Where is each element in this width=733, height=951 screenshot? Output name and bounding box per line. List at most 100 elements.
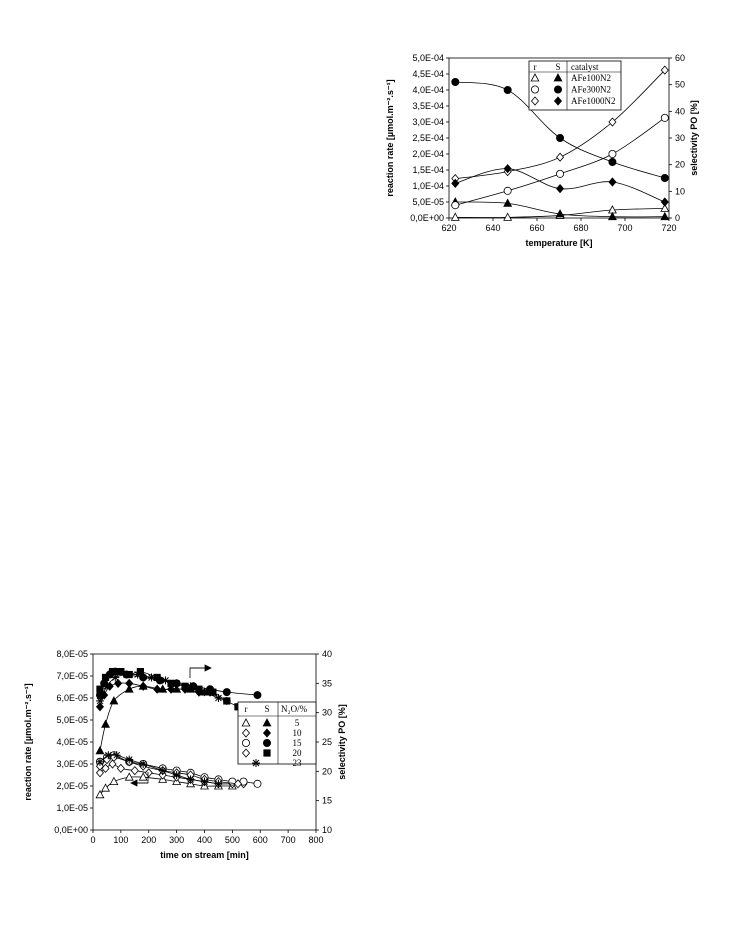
chart2-legend-marker <box>241 718 251 727</box>
chart2-y2-tick-label: 40 <box>322 649 332 659</box>
chart1-legend-marker <box>530 73 540 82</box>
chart2-x-tick-label: 300 <box>169 835 184 845</box>
chart2-data-point <box>101 673 110 682</box>
chart1-x-tick-label: 660 <box>529 223 544 233</box>
chart1-data-point <box>450 212 460 221</box>
chart1-y-tick-label: 5,0E-04 <box>412 53 444 63</box>
chart2-data-point <box>222 688 231 697</box>
chart2-data-point <box>130 765 139 776</box>
chart2-legend-marker <box>262 739 271 748</box>
chart2-data-point <box>253 691 262 700</box>
chart2-legend-header: S <box>264 704 269 714</box>
chart2-data-point <box>111 673 120 682</box>
chart1-legend-header: r <box>534 62 537 72</box>
chart2-data-point <box>167 684 176 694</box>
chart2-data-point <box>222 696 231 705</box>
chart1-data-point <box>607 211 617 221</box>
chart2-y-tick-label: 8,0E-05 <box>56 649 88 659</box>
chart2-legend-label: 20 <box>293 748 303 758</box>
chart1-y-tick-label: 4,0E-04 <box>412 85 444 95</box>
chart1-legend-label: AFe1000N2 <box>571 96 616 106</box>
chart2-data-point <box>158 766 167 775</box>
chart2-data-point <box>117 668 125 676</box>
chart2-data-point <box>101 719 111 728</box>
chart1-data-point <box>451 201 460 210</box>
chart1-x-tick-label: 700 <box>617 223 632 233</box>
chart2-legend-marker <box>263 749 271 757</box>
chart2-data-point <box>144 768 153 778</box>
chart1-y-tick-label: 5,0E-05 <box>412 197 444 207</box>
chart2-legend-header: N₂O/% <box>281 704 308 714</box>
chart2-legend-box <box>237 701 317 765</box>
chart2-data-point <box>124 772 134 781</box>
chart2-data-point <box>125 678 134 688</box>
chart2-data-point <box>109 776 119 785</box>
chart2-data-point <box>104 751 113 760</box>
chart2-y-tick-label: 7,0E-05 <box>56 671 88 681</box>
chart2-y2-axis-label: selectivity PO [%] <box>337 704 347 780</box>
chart2-data-point <box>95 696 104 705</box>
chart2-legend-marker <box>252 759 260 767</box>
chart2-y-tick-label: 4,0E-05 <box>56 737 88 747</box>
chart2-y2-tick-label: 25 <box>322 737 332 747</box>
chart2-data-point <box>122 670 131 679</box>
chart2-y2-tick-label: 15 <box>322 796 332 806</box>
chart2-data-point <box>200 688 209 697</box>
chart2-data-point <box>186 775 195 784</box>
chart2-x-tick-label: 0 <box>90 835 95 845</box>
chart2-legend-label: 15 <box>293 738 303 748</box>
chart2-legend-marker <box>241 739 250 748</box>
chart2-data-point <box>253 779 262 788</box>
chart2-y2-tick-label: 10 <box>322 825 332 835</box>
chart1-y2-tick-label: 50 <box>675 80 685 90</box>
chart2-legend-label: 23 <box>293 758 303 768</box>
chart2-legend-marker <box>241 728 251 738</box>
chart2-data-point <box>147 673 156 682</box>
chart1-data-point <box>556 133 565 142</box>
chart1-data-point <box>660 65 669 75</box>
chart1-legend-label: AFe100N2 <box>571 73 611 83</box>
chart1-y-axis-label: reaction rate [µmol.m⁻².s⁻¹] <box>385 79 395 196</box>
chart1-data-point <box>503 198 513 207</box>
chart2-y-tick-label: 6,0E-05 <box>56 693 88 703</box>
chart2-y-axis-label: reaction rate [µmol.m⁻².s⁻¹] <box>23 683 33 800</box>
chart2-rate-axis-arrow-head <box>130 779 148 787</box>
chart2-data-point <box>95 789 105 799</box>
chart1-y2-tick-label: 0 <box>675 213 680 223</box>
chart2-data-point <box>195 685 203 693</box>
chart2-data-point <box>139 760 148 768</box>
chart1-x-axis-label: temperature [K] <box>525 238 592 248</box>
chart2-data-point <box>95 768 105 778</box>
chart2-data-point <box>124 684 134 693</box>
chart2-data-point <box>109 696 119 705</box>
chart2-data-point <box>161 676 170 685</box>
chart2-x-tick-label: 500 <box>225 835 240 845</box>
chart1-legend-header: S <box>555 62 560 72</box>
chart1-y-tick-label: 1,0E-04 <box>412 181 444 191</box>
chart1-data-point <box>503 164 512 174</box>
chart1-x-tick-label: 720 <box>661 223 676 233</box>
chart1-data-point <box>608 117 617 127</box>
chart1-data-point <box>660 197 669 207</box>
chart1-data-point <box>556 184 565 194</box>
chart1-y2-tick-label: 10 <box>675 186 685 196</box>
chart1-data-point <box>556 152 565 162</box>
chart1-y2-tick-label: 40 <box>675 106 685 116</box>
chart2-data-point <box>233 779 242 789</box>
chart2-data-point <box>112 751 121 760</box>
chart2-y-tick-label: 0,0E+00 <box>54 825 88 835</box>
chart1-legend-header: catalyst <box>571 62 599 72</box>
chart2-data-point <box>214 779 223 788</box>
chart1-y2-tick-label: 60 <box>675 53 685 63</box>
chart2-series-line <box>99 754 219 785</box>
chart2-data-point <box>95 757 104 766</box>
chart1-data-point <box>660 203 670 212</box>
chart2-data-point <box>116 763 125 774</box>
chart2-selectivity-axis-arrow-head <box>190 664 212 672</box>
chart1-x-tick-label: 680 <box>573 223 588 233</box>
chart1-legend-label: AFe300N2 <box>571 85 611 95</box>
chart2-legend-marker <box>262 718 272 727</box>
chart1-data-point <box>608 177 617 187</box>
chart2-data-point <box>114 678 123 688</box>
